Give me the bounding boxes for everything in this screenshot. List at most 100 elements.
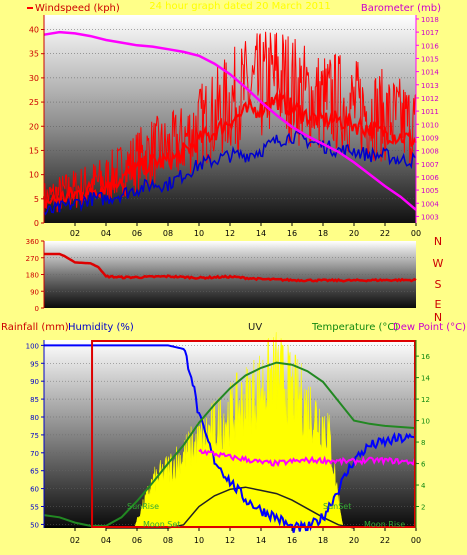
x-tick-label: 22 (380, 536, 390, 545)
barometer-axis-label: Barometer (mb) (361, 3, 441, 14)
compass-direction-label: N (434, 311, 442, 324)
y2-tick-label: 1018 (421, 16, 439, 24)
x-tick-label: 16 (287, 229, 297, 238)
x-tick-label: 02 (70, 229, 80, 238)
y2-tick-label: 1012 (421, 95, 439, 103)
compass-direction-label: S (435, 278, 442, 291)
x-tick-label: 06 (132, 229, 142, 238)
y-tick-label: 35 (29, 50, 39, 59)
x-tick-label: 08 (163, 536, 173, 545)
panel2-series (44, 252, 417, 283)
y-tick-label: 75 (30, 432, 39, 440)
y2-tick-label: 1014 (421, 69, 439, 77)
y2-tick-label: 1015 (421, 55, 439, 63)
y2-tick-label: 1006 (421, 174, 439, 182)
x-tick-label: 20 (349, 229, 359, 238)
temperature-series-line (43, 361, 417, 527)
y-tick-label: 70 (30, 450, 39, 458)
gust-series-line (43, 31, 417, 218)
dewpoint-axis-label: Dew Point (°C) (393, 322, 466, 333)
y-tick-label: 10 (29, 171, 39, 180)
compass-direction-label: E (435, 298, 442, 311)
panel3-x-ticks: 02 04 06 08 10 12 14 16 18 20 22 00 (70, 528, 421, 545)
y-tick-label: 0 (35, 305, 39, 313)
y2-tick-label: 1008 (421, 148, 439, 156)
x-tick-label: 10 (194, 536, 204, 545)
moonrise-annotation: Moon Rise (364, 520, 405, 529)
x-tick-label: 00 (411, 536, 421, 545)
x-tick-label: 12 (225, 229, 235, 238)
y-tick-label: 360 (26, 238, 39, 246)
y-tick-label: 65 (30, 468, 39, 476)
panel1-x-ticks: 02 04 06 08 10 12 14 16 18 20 22 00 (70, 223, 421, 238)
y2-tick-label: 6 (421, 461, 426, 469)
y-tick-label: 80 (30, 414, 39, 422)
y-tick-label: 40 (29, 26, 39, 35)
sunset-annotation: SunSet (323, 502, 351, 511)
y-tick-label: 0 (34, 219, 39, 228)
temperature-axis-label: Temperature (°C) (311, 322, 398, 333)
y2-tick-label: 1007 (421, 161, 439, 169)
y2-tick-label: 1013 (421, 82, 439, 90)
x-tick-label: 08 (163, 229, 173, 238)
compass-direction-label: W (433, 257, 444, 270)
y-tick-label: 50 (30, 521, 39, 529)
humidity-ticks: 50 55 60 65 70 75 80 85 90 95 100 (26, 342, 44, 529)
humidity-series-line (44, 344, 417, 533)
temperature-ticks: 2 4 6 8 10 12 14 16 (416, 353, 430, 512)
dewpoint-series-line (198, 448, 417, 468)
y-tick-label: 270 (26, 255, 39, 263)
y-tick-label: 15 (29, 146, 39, 155)
y-tick-label: 55 (30, 504, 39, 512)
y-tick-label: 90 (30, 378, 39, 386)
moonset-annotation: Moon Set (143, 520, 180, 529)
x-tick-label: 04 (101, 536, 111, 545)
direction-degree-ticks: 0 90 180 270 360 (26, 238, 44, 313)
uv-axis-label: UV (248, 322, 262, 333)
y2-tick-label: 1009 (421, 134, 439, 142)
moon-period-frame (91, 340, 417, 528)
panel1-series (43, 30, 417, 218)
humidity-temperature-panel: SunRise Moon Set SunSet Moon Rise 505560… (26, 332, 430, 545)
y2-tick-label: 1010 (421, 121, 439, 129)
x-tick-label: 22 (380, 229, 390, 238)
y-tick-label: 90 (30, 288, 39, 296)
x-tick-label: 02 (70, 536, 80, 545)
panel3-annotations: SunRise Moon Set SunSet Moon Rise (127, 502, 405, 529)
panel3-header: Rainfall (mm) Humidity (%) UV Temperatur… (1, 322, 466, 333)
y-tick-label: 20 (29, 122, 39, 131)
average-wind-series-line (43, 129, 417, 216)
y2-tick-label: 1017 (421, 29, 439, 37)
x-tick-label: 16 (287, 536, 297, 545)
y-tick-label: 30 (29, 74, 39, 83)
wind-direction-series-line (44, 252, 417, 283)
sunrise-annotation: SunRise (127, 502, 159, 511)
y-tick-label: 60 (30, 486, 39, 494)
y2-tick-label: 2 (421, 504, 425, 512)
x-tick-label: 00 (411, 229, 421, 238)
y2-tick-label: 8 (421, 439, 425, 447)
panel3-series (43, 332, 417, 533)
y2-tick-label: 4 (421, 482, 426, 490)
y-tick-label: 100 (26, 342, 39, 350)
rainfall-axis-label: Rainfall (mm) (1, 322, 69, 333)
panel2-grid (44, 257, 416, 292)
y2-tick-label: 12 (421, 396, 430, 404)
x-tick-label: 04 (101, 229, 111, 238)
windspeed-axis-label: Windspeed (kph) (35, 3, 120, 14)
x-tick-label: 12 (225, 536, 235, 545)
y2-tick-label: 10 (421, 418, 430, 426)
y-tick-label: 5 (34, 195, 39, 204)
chart-header: Windspeed (kph) 24 hour graph dated 20 M… (27, 1, 441, 14)
barometer-ticks: 1003 1004 1005 1006 1007 1008 1009 1010 1011 1012… (416, 16, 439, 221)
x-tick-label: 14 (256, 229, 266, 238)
x-tick-label: 18 (318, 229, 328, 238)
y2-tick-label: 1003 (421, 213, 439, 221)
x-tick-label: 14 (256, 536, 266, 545)
solar-radiation-area (133, 332, 344, 529)
y2-tick-label: 16 (421, 353, 430, 361)
y2-tick-label: 1004 (421, 200, 439, 208)
windspeed-series-line (43, 90, 417, 208)
